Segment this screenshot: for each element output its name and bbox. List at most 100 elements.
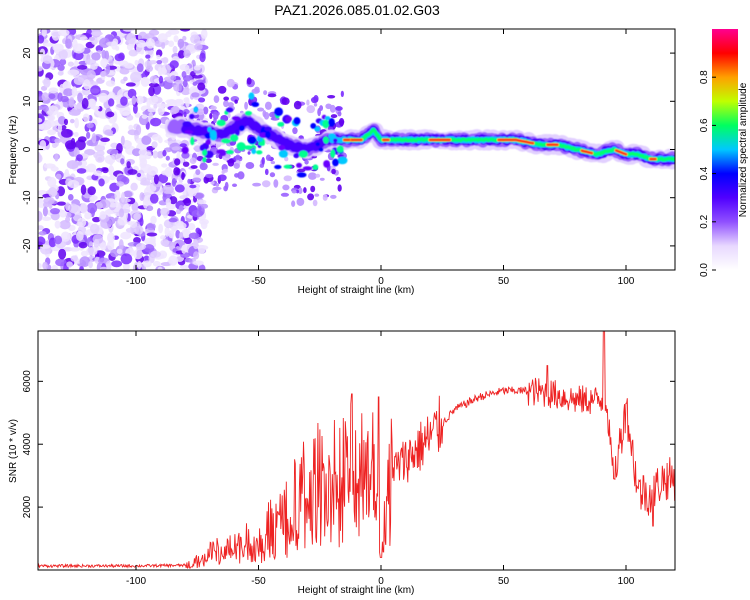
noise-blob	[100, 137, 110, 142]
noise-blob	[111, 153, 118, 160]
noise-blob	[137, 260, 142, 270]
noise-blob	[89, 196, 95, 203]
noise-blob	[152, 150, 159, 159]
ridge-blob	[182, 120, 192, 128]
noise-blob	[67, 193, 74, 201]
ridge-blob	[210, 133, 217, 141]
noise-blob	[119, 208, 125, 218]
noise-blob	[338, 117, 345, 127]
noise-blob	[143, 187, 152, 198]
noise-blob	[67, 180, 80, 189]
ridge-blob	[207, 126, 212, 133]
noise-blob	[138, 148, 148, 156]
noise-blob	[132, 104, 138, 114]
ridge-blob	[302, 166, 312, 171]
noise-blob	[227, 112, 231, 119]
noise-blob	[303, 187, 307, 194]
noise-blob	[267, 93, 277, 98]
ridge-blob	[324, 116, 331, 121]
spectrogram-ytick-label: -10	[22, 190, 33, 205]
noise-blob	[83, 79, 91, 90]
noise-blob	[210, 180, 215, 185]
noise-blob	[283, 175, 292, 182]
noise-blob	[77, 136, 87, 143]
noise-blob	[120, 192, 125, 203]
noise-blob	[114, 189, 121, 201]
noise-blob	[173, 167, 180, 176]
noise-blob	[330, 114, 338, 119]
noise-blob	[182, 161, 190, 167]
noise-blob	[114, 53, 125, 62]
noise-blob	[106, 148, 119, 155]
noise-blob	[159, 235, 166, 240]
noise-blob	[77, 217, 87, 228]
noise-blob	[111, 260, 123, 268]
spectrogram-xtick-label: -50	[251, 276, 266, 287]
noise-blob	[187, 186, 198, 197]
noise-blob	[76, 154, 83, 162]
noise-blob	[128, 49, 138, 57]
noise-blob	[60, 95, 69, 103]
ridge-blob	[190, 136, 195, 146]
noise-blob	[194, 145, 202, 153]
noise-blob	[93, 239, 100, 248]
noise-blob	[189, 184, 197, 189]
colorbar: 0.0 0.2 0.4 0.6 0.8 Normalized spectral ampl…	[699, 29, 749, 277]
noise-blob	[131, 148, 142, 157]
noise-blob	[107, 98, 115, 107]
ridge-blob	[328, 133, 336, 140]
ridge-blob	[328, 117, 335, 127]
noise-blob	[69, 118, 75, 124]
noise-blob	[67, 69, 80, 76]
noise-blob	[91, 132, 97, 144]
ridge-blob	[202, 149, 208, 156]
noise-blob	[51, 142, 58, 148]
noise-blob	[293, 100, 302, 110]
noise-blob	[42, 105, 49, 112]
noise-blob	[116, 248, 123, 255]
noise-blob	[141, 135, 152, 146]
ridge-blob	[243, 145, 253, 150]
noise-blob	[125, 227, 137, 233]
noise-blob	[178, 83, 182, 92]
noise-blob	[270, 160, 276, 165]
spectrogram-ytick-label: 20	[22, 47, 33, 59]
ridge-blob	[199, 144, 205, 151]
noise-blob	[88, 36, 95, 41]
colorbar-label: Normalized spectral amplitude	[738, 82, 749, 217]
noise-blob	[169, 60, 179, 69]
noise-blob	[261, 180, 271, 188]
ridge-blob	[231, 116, 241, 121]
noise-blob	[58, 248, 67, 260]
ridge-blob	[310, 122, 317, 129]
noise-blob	[235, 154, 241, 161]
noise-blob	[126, 161, 131, 169]
noise-blob	[79, 36, 88, 41]
noise-blob	[99, 242, 107, 251]
ridge-blob	[293, 117, 301, 125]
noise-blob	[73, 51, 84, 61]
noise-blob	[205, 158, 212, 163]
noise-blob	[67, 203, 79, 214]
noise-blob	[59, 58, 67, 66]
noise-blob	[105, 63, 111, 75]
snr-ytick-label: 6000	[22, 370, 33, 393]
noise-blob	[183, 197, 192, 207]
noise-blob	[224, 181, 229, 190]
noise-blob	[98, 92, 108, 103]
noise-blob	[150, 117, 162, 127]
ridge-blob	[221, 138, 231, 144]
noise-blob	[168, 255, 178, 266]
noise-blob	[136, 43, 145, 54]
noise-blob	[74, 117, 79, 129]
noise-blob	[38, 117, 43, 123]
noise-blob	[168, 230, 175, 239]
ridge-blob	[336, 145, 344, 153]
noise-blob	[84, 148, 96, 156]
noise-blob	[198, 97, 206, 103]
noise-blob	[86, 163, 97, 173]
noise-blob	[70, 255, 78, 262]
noise-blob	[234, 99, 238, 104]
noise-blob	[55, 258, 67, 267]
noise-blob	[133, 212, 141, 221]
